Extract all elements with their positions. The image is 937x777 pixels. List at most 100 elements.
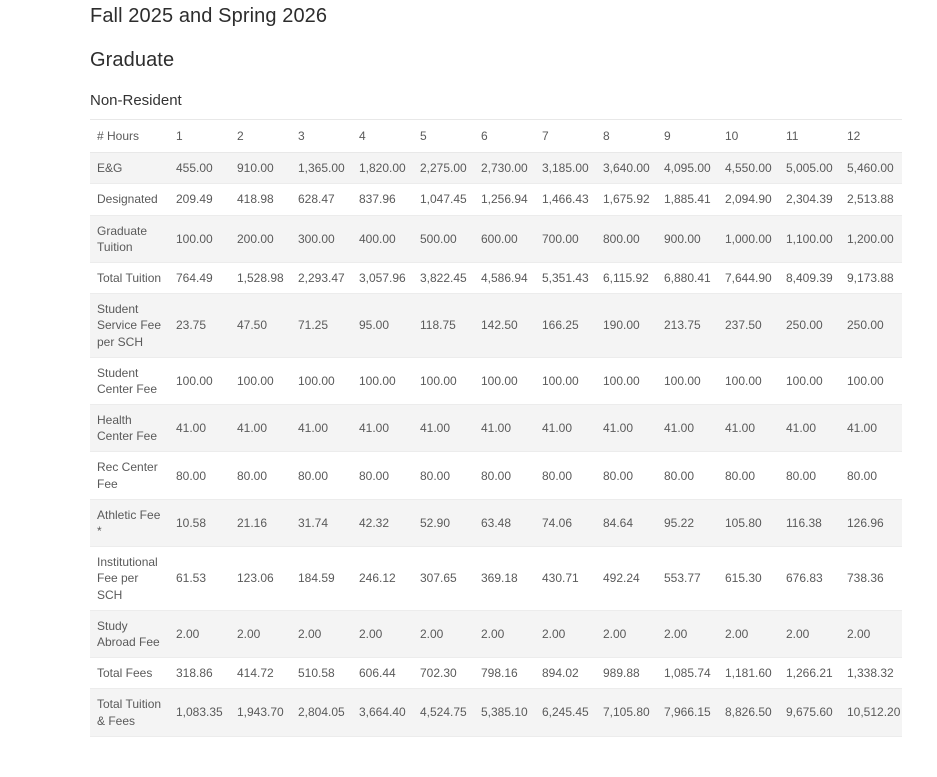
table-cell: 7,105.80: [603, 705, 650, 720]
table-cell: 105.80: [725, 515, 762, 530]
table-cell: 116.38: [786, 515, 822, 530]
table-cell: 41.00: [725, 421, 756, 436]
table-cell: 6,245.45: [542, 705, 589, 720]
column-header-2: 2: [231, 118, 292, 154]
table-row: Institutional Fee per SCH 61.53 123.06 184.…: [90, 547, 902, 611]
table-cell: 184.59: [298, 571, 335, 586]
table-cell: 250.00: [847, 318, 884, 333]
table-cell: 8,409.39: [786, 270, 833, 285]
row-label: Health Center Fee: [97, 413, 158, 444]
row-label: Study Abroad Fee: [97, 618, 160, 649]
table-cell: 10.58: [176, 515, 207, 530]
table-cell: 2.00: [664, 626, 688, 641]
table-cell: 2.00: [542, 626, 566, 641]
table-cell: 71.25: [298, 318, 329, 333]
table-cell: 7,966.15: [664, 705, 711, 720]
table-cell: 52.90: [420, 515, 451, 530]
table-cell: 2,275.00: [420, 161, 467, 176]
table-cell: 61.53: [176, 571, 207, 586]
table-cell: 369.18: [481, 571, 518, 586]
table-cell: 200.00: [237, 231, 274, 246]
row-label: Total Tuition: [97, 270, 162, 285]
table-cell: 4,550.00: [725, 161, 772, 176]
table-cell: 2,094.90: [725, 192, 772, 207]
table-cell: 2.00: [725, 626, 749, 641]
table-cell: 414.72: [237, 666, 274, 681]
table-row: Total Fees 318.86 414.72 510.58 606.44 702.30…: [90, 658, 902, 689]
table-cell: 41.00: [298, 421, 329, 436]
table-cell: 6,880.41: [664, 270, 711, 285]
table-cell: 100.00: [664, 373, 701, 388]
table-cell: 100.00: [786, 373, 823, 388]
table-cell: 100.00: [725, 373, 762, 388]
column-header-3: 3: [292, 118, 353, 154]
table-row: Total Tuition 764.49 1,528.98 2,293.47 3,057…: [90, 262, 902, 294]
table-cell: 5,005.00: [786, 161, 833, 176]
table-cell: 47.50: [237, 318, 268, 333]
table-cell: 4,524.75: [420, 705, 467, 720]
table-cell: 1,100.00: [786, 231, 833, 246]
table-cell: 615.30: [725, 571, 762, 586]
table-row: Study Abroad Fee 2.00 2.00 2.00 2.00 2.00 2.00…: [90, 610, 902, 658]
column-header-9: 9: [658, 118, 719, 154]
table-cell: 2.00: [847, 626, 871, 641]
table-cell: 80.00: [481, 468, 512, 483]
row-label: Athletic Fee *: [97, 507, 161, 538]
table-cell: 123.06: [237, 571, 274, 586]
row-label: Student Center Fee: [97, 365, 158, 396]
row-label: Total Fees: [97, 666, 153, 681]
column-header-10: 10: [719, 118, 780, 154]
table-cell: 418.98: [237, 192, 274, 207]
table-cell: 84.64: [603, 515, 634, 530]
tuition-page: Fall 2025 and Spring 2026 Graduate Non-R…: [90, 5, 902, 737]
table-cell: 1,085.74: [664, 666, 711, 681]
table-cell: 5,460.00: [847, 161, 894, 176]
table-row: Graduate Tuition 100.00 200.00 300.00 400.00…: [90, 215, 902, 263]
table-cell: 2.00: [420, 626, 444, 641]
table-cell: 1,943.70: [237, 705, 284, 720]
table-cell: 2.00: [176, 626, 200, 641]
table-cell: 764.49: [176, 270, 213, 285]
table-cell: 738.36: [847, 571, 884, 586]
table-cell: 5,351.43: [542, 270, 589, 285]
table-cell: 80.00: [664, 468, 695, 483]
table-cell: 41.00: [542, 421, 573, 436]
table-cell: 209.49: [176, 192, 213, 207]
table-cell: 41.00: [176, 421, 207, 436]
table-cell: 5,385.10: [481, 705, 528, 720]
row-label: Rec Center Fee: [97, 460, 158, 491]
table-cell: 4,095.00: [664, 161, 711, 176]
table-cell: 3,057.96: [359, 270, 406, 285]
table-cell: 41.00: [664, 421, 695, 436]
table-cell: 600.00: [481, 231, 518, 246]
table-cell: 894.02: [542, 666, 579, 681]
table-cell: 1,820.00: [359, 161, 406, 176]
hours-column-header: # Hours: [90, 118, 170, 154]
table-row: Rec Center Fee 80.00 80.00 80.00 80.00 80.00 8…: [90, 452, 902, 500]
table-cell: 3,640.00: [603, 161, 650, 176]
table-cell: 126.96: [847, 515, 884, 530]
table-cell: 492.24: [603, 571, 640, 586]
table-cell: 166.25: [542, 318, 579, 333]
column-header-1: 1: [170, 118, 231, 154]
table-cell: 63.48: [481, 515, 512, 530]
table-cell: 100.00: [237, 373, 274, 388]
table-cell: 142.50: [481, 318, 518, 333]
table-cell: 2.00: [603, 626, 627, 641]
table-cell: 190.00: [603, 318, 640, 333]
table-cell: 702.30: [420, 666, 457, 681]
table-cell: 80.00: [847, 468, 878, 483]
table-cell: 100.00: [847, 373, 884, 388]
row-label: Institutional Fee per SCH: [97, 555, 158, 602]
table-cell: 80.00: [420, 468, 451, 483]
table-cell: 100.00: [176, 373, 213, 388]
table-cell: 900.00: [664, 231, 701, 246]
table-cell: 80.00: [298, 468, 329, 483]
table-cell: 2,293.47: [298, 270, 345, 285]
table-cell: 21.16: [237, 515, 268, 530]
table-cell: 95.22: [664, 515, 695, 530]
table-cell: 2,730.00: [481, 161, 528, 176]
table-cell: 213.75: [664, 318, 701, 333]
table-row: Athletic Fee * 10.58 21.16 31.74 42.32 52.90 6…: [90, 499, 902, 547]
table-cell: 100.00: [481, 373, 518, 388]
